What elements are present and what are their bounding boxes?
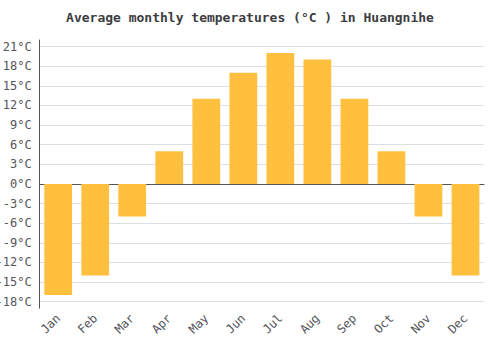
svg-text:Mar: Mar — [112, 311, 137, 336]
svg-text:Nov: Nov — [408, 311, 433, 336]
svg-text:Average monthly temperatures (: Average monthly temperatures (°C ) in Hu… — [66, 10, 434, 25]
svg-text:15°C: 15°C — [3, 79, 32, 93]
svg-text:Sep: Sep — [334, 311, 359, 336]
svg-text:0°C: 0°C — [10, 177, 32, 191]
svg-text:12°C: 12°C — [3, 98, 32, 112]
svg-text:Jun: Jun — [223, 311, 248, 336]
svg-text:-6°C: -6°C — [3, 216, 32, 230]
svg-text:Aug: Aug — [297, 311, 322, 336]
svg-text:9°C: 9°C — [10, 118, 32, 132]
svg-text:21°C: 21°C — [3, 40, 32, 54]
svg-text:Dec: Dec — [445, 311, 470, 336]
svg-text:-3°C: -3°C — [3, 197, 32, 211]
svg-text:18°C: 18°C — [3, 59, 32, 73]
svg-text:Jul: Jul — [260, 311, 285, 336]
svg-text:-15°C: -15°C — [0, 275, 32, 289]
svg-text:-18°C: -18°C — [0, 295, 32, 309]
svg-text:-12°C: -12°C — [0, 255, 32, 269]
svg-text:Jan: Jan — [38, 311, 63, 336]
svg-text:May: May — [186, 311, 211, 336]
svg-text:Oct: Oct — [371, 311, 396, 336]
svg-text:3°C: 3°C — [10, 157, 32, 171]
svg-text:-9°C: -9°C — [3, 236, 32, 250]
svg-text:Apr: Apr — [149, 311, 174, 336]
svg-text:6°C: 6°C — [10, 138, 32, 152]
svg-text:Feb: Feb — [75, 311, 100, 336]
